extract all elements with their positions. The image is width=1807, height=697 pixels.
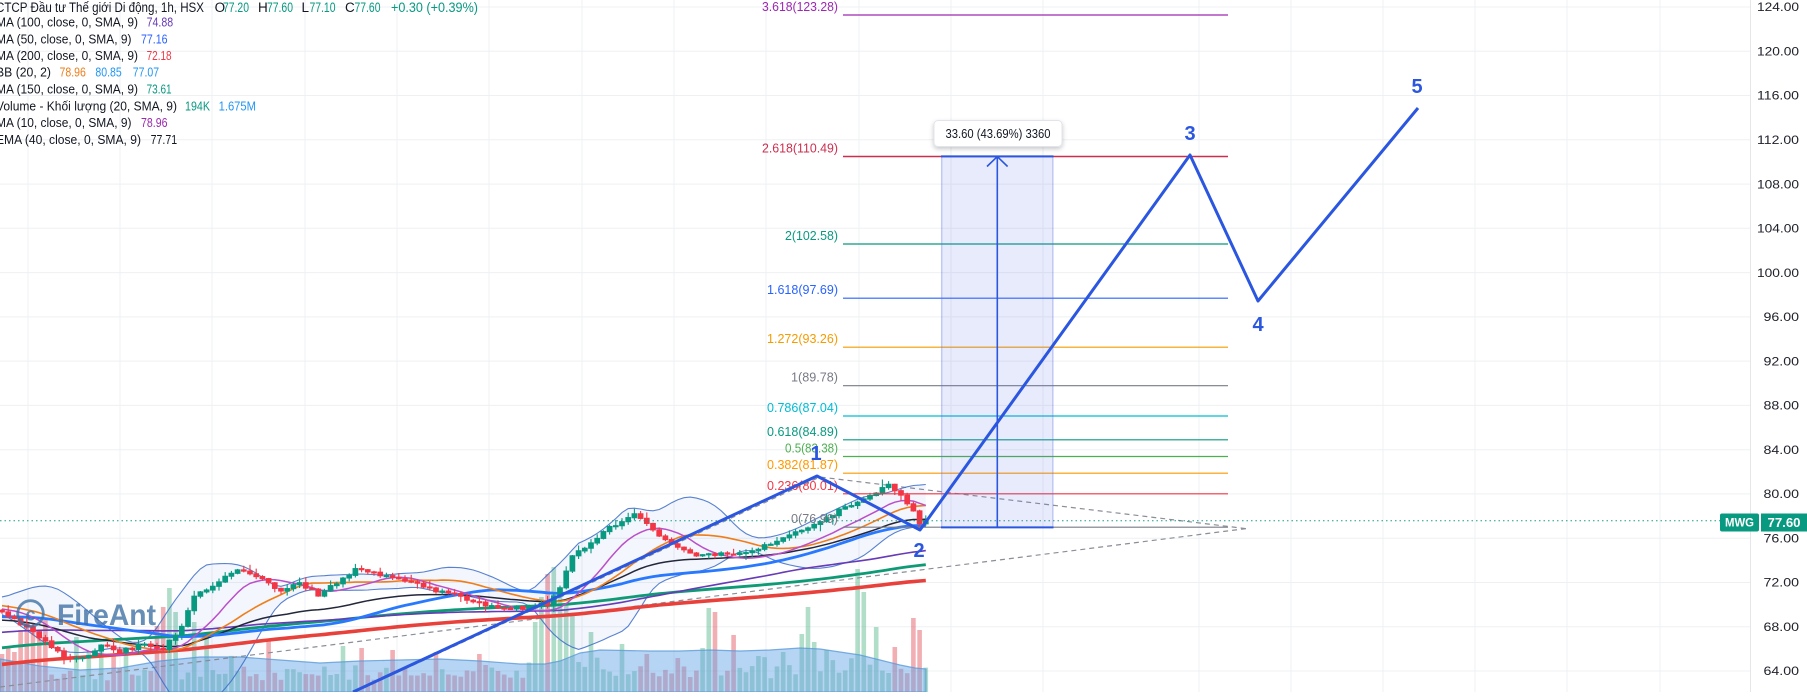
svg-text:CTCP Đầu tư Thế giới Di động,: CTCP Đầu tư Thế giới Di động, 1h, HSX	[0, 0, 204, 15]
svg-text:104.00: 104.00	[1757, 222, 1799, 236]
svg-text:64.00: 64.00	[1764, 664, 1800, 678]
svg-text:80.00: 80.00	[1764, 487, 1800, 501]
svg-text:0.382(81.87): 0.382(81.87)	[767, 458, 838, 472]
svg-text:84.00: 84.00	[1764, 443, 1800, 457]
svg-text:2.618(110.49): 2.618(110.49)	[762, 142, 838, 156]
svg-text:1(89.78): 1(89.78)	[791, 371, 838, 385]
svg-text:1.618(97.69): 1.618(97.69)	[767, 283, 838, 297]
svg-text:H: H	[258, 0, 268, 15]
svg-text:5: 5	[1411, 76, 1422, 98]
svg-text:0.5(83.38): 0.5(83.38)	[785, 442, 838, 456]
svg-text:124.00: 124.00	[1757, 0, 1799, 14]
svg-text:194K: 194K	[185, 99, 211, 113]
svg-text:77.16: 77.16	[141, 32, 168, 46]
svg-text:L: L	[302, 0, 310, 15]
svg-text:78.96: 78.96	[60, 65, 86, 79]
svg-text:1: 1	[810, 443, 821, 465]
svg-text:MA (10, close, 0, SMA, 9): MA (10, close, 0, SMA, 9)	[0, 116, 132, 130]
svg-text:MA (200, close, 0, SMA, 9): MA (200, close, 0, SMA, 9)	[0, 49, 138, 63]
svg-text:116.00: 116.00	[1757, 89, 1799, 103]
svg-text:100.00: 100.00	[1757, 266, 1799, 280]
svg-text:3.618(123.28): 3.618(123.28)	[762, 0, 838, 14]
svg-text:78.96: 78.96	[141, 116, 168, 130]
svg-text:76.00: 76.00	[1764, 531, 1800, 545]
svg-text:MWG: MWG	[1725, 518, 1754, 530]
svg-text:73.61: 73.61	[147, 82, 172, 96]
svg-text:Volume - Khối lượng (20, SMA,: Volume - Khối lượng (20, SMA, 9)	[0, 99, 177, 113]
svg-text:MA (150, close, 0, SMA, 9): MA (150, close, 0, SMA, 9)	[0, 82, 138, 96]
svg-text:MA (100, close, 0, SMA, 9): MA (100, close, 0, SMA, 9)	[0, 15, 138, 29]
svg-text:0.786(87.04): 0.786(87.04)	[767, 401, 838, 415]
svg-text:0(76.99): 0(76.99)	[791, 512, 838, 526]
svg-text:72.18: 72.18	[147, 49, 172, 63]
svg-text:68.00: 68.00	[1764, 620, 1800, 634]
svg-text:77.07: 77.07	[133, 65, 159, 79]
svg-text:77.10: 77.10	[310, 0, 336, 15]
svg-text:77.71: 77.71	[151, 133, 178, 147]
svg-text:120.00: 120.00	[1757, 45, 1799, 59]
svg-text:2: 2	[913, 540, 924, 562]
svg-text:1.272(93.26): 1.272(93.26)	[767, 332, 838, 346]
svg-text:108.00: 108.00	[1757, 177, 1799, 191]
svg-text:77.20: 77.20	[223, 0, 249, 15]
svg-text:112.00: 112.00	[1757, 133, 1799, 147]
svg-text:80.85: 80.85	[95, 65, 121, 79]
svg-text:0.236(80.01): 0.236(80.01)	[767, 479, 838, 493]
svg-text:1.675M: 1.675M	[219, 99, 256, 113]
svg-text:77.60: 77.60	[1768, 516, 1801, 530]
svg-text:77.60: 77.60	[355, 0, 381, 15]
svg-text:3: 3	[1184, 123, 1195, 145]
svg-text:96.00: 96.00	[1764, 310, 1800, 324]
svg-text:72.00: 72.00	[1764, 576, 1800, 590]
svg-text:0.618(84.89): 0.618(84.89)	[767, 425, 838, 439]
svg-text:C: C	[345, 0, 355, 15]
svg-text:74.88: 74.88	[147, 15, 174, 29]
svg-text:2(102.58): 2(102.58)	[785, 229, 838, 243]
svg-text:77.60: 77.60	[267, 0, 293, 15]
svg-text:33.60 (43.69%) 3360: 33.60 (43.69%) 3360	[946, 126, 1051, 141]
svg-text:c: c	[25, 605, 35, 625]
svg-text:FireAnt: FireAnt	[57, 599, 156, 632]
svg-text:+0.30 (+0.39%): +0.30 (+0.39%)	[391, 0, 478, 15]
svg-text:O: O	[215, 0, 226, 15]
svg-text:88.00: 88.00	[1764, 399, 1800, 413]
svg-text:92.00: 92.00	[1764, 354, 1800, 368]
svg-text:4: 4	[1252, 314, 1264, 336]
svg-text:EMA (40, close, 0, SMA, 9): EMA (40, close, 0, SMA, 9)	[0, 133, 141, 147]
svg-text:BB (20, 2): BB (20, 2)	[0, 65, 51, 79]
svg-text:MA (50, close, 0, SMA, 9): MA (50, close, 0, SMA, 9)	[0, 32, 132, 46]
